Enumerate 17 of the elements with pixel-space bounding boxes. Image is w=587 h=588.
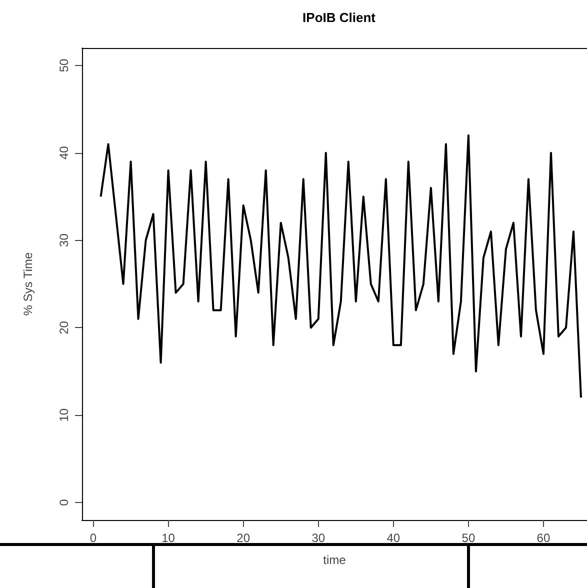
x-tick-label: 20 [236,531,250,545]
x-tick-label: 10 [162,531,176,545]
x-tick-label: 40 [386,531,400,545]
x-tick-label: 0 [90,531,97,545]
y-tick-label: 40 [57,146,71,160]
chart-title: IPoIB Client [302,10,376,25]
x-axis-title: time [323,553,346,567]
y-tick-label: 20 [57,320,71,334]
line-series [100,134,582,399]
y-tick-label: 10 [57,408,71,422]
x-tick-label: 50 [462,531,476,545]
y-tick-label: 30 [57,233,71,247]
y-axis-title: % Sys Time [21,252,35,316]
x-tick-label: 60 [536,531,550,545]
x-tick-label: 30 [312,531,326,545]
y-tick-label: 0 [57,498,71,506]
y-tick-label: 50 [57,58,71,72]
